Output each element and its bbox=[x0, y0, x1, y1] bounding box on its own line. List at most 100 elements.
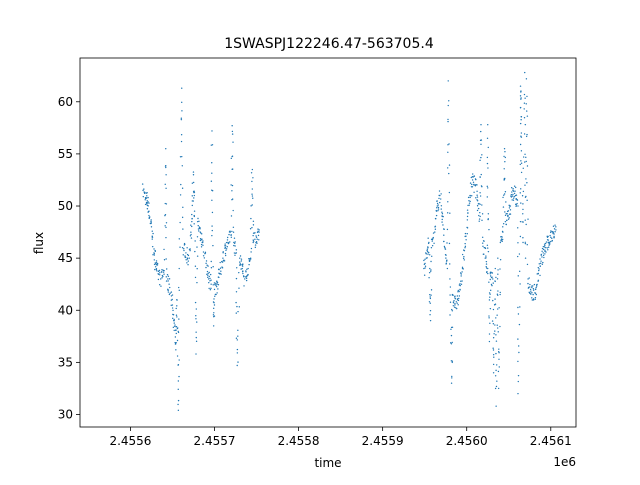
data-point bbox=[460, 273, 462, 275]
data-point bbox=[495, 405, 497, 407]
data-point bbox=[178, 318, 180, 320]
data-point bbox=[181, 165, 183, 167]
data-point bbox=[445, 254, 447, 256]
data-point bbox=[441, 215, 443, 217]
data-point bbox=[497, 327, 499, 329]
data-point bbox=[218, 276, 220, 279]
data-point bbox=[500, 238, 503, 240]
data-point bbox=[551, 230, 553, 233]
data-point bbox=[171, 307, 174, 309]
data-point bbox=[179, 156, 182, 158]
data-point bbox=[503, 147, 506, 150]
data-point bbox=[543, 246, 546, 248]
data-point bbox=[190, 224, 192, 226]
data-point bbox=[217, 268, 220, 271]
data-point bbox=[171, 304, 174, 306]
data-point bbox=[486, 156, 489, 159]
data-point bbox=[175, 326, 177, 328]
data-point bbox=[552, 225, 555, 227]
data-point bbox=[195, 336, 197, 339]
data-point bbox=[535, 286, 537, 289]
data-point bbox=[442, 224, 444, 226]
data-point bbox=[239, 261, 241, 263]
data-point bbox=[501, 238, 504, 241]
data-point bbox=[497, 290, 499, 292]
data-point bbox=[511, 199, 513, 201]
data-point bbox=[523, 108, 525, 110]
data-point bbox=[485, 255, 487, 257]
data-point bbox=[231, 133, 234, 135]
data-point bbox=[168, 283, 170, 285]
data-point bbox=[214, 293, 217, 296]
data-point bbox=[555, 226, 557, 228]
data-point bbox=[517, 380, 519, 383]
data-point bbox=[196, 281, 198, 284]
plot-frame bbox=[79, 57, 577, 428]
data-point bbox=[152, 254, 154, 256]
data-point bbox=[468, 202, 471, 204]
data-point bbox=[435, 209, 437, 212]
data-point bbox=[160, 285, 162, 287]
data-point bbox=[487, 267, 489, 270]
data-point bbox=[165, 147, 167, 150]
data-point bbox=[243, 275, 245, 278]
data-point bbox=[448, 143, 450, 145]
data-point bbox=[554, 231, 556, 233]
data-point bbox=[165, 203, 168, 205]
data-point bbox=[230, 184, 232, 186]
data-point bbox=[209, 280, 211, 282]
data-point bbox=[210, 260, 212, 263]
data-point bbox=[520, 202, 522, 204]
data-point bbox=[486, 196, 488, 198]
data-point bbox=[459, 289, 461, 291]
data-point bbox=[444, 248, 446, 250]
data-point bbox=[550, 240, 552, 243]
data-point bbox=[206, 273, 208, 276]
data-point bbox=[469, 196, 471, 199]
data-point bbox=[546, 247, 549, 249]
data-point bbox=[175, 307, 177, 310]
data-point bbox=[209, 273, 212, 276]
data-point bbox=[544, 249, 546, 252]
data-point bbox=[164, 213, 167, 216]
y-tick-label: 55 bbox=[58, 147, 73, 161]
data-point bbox=[214, 283, 216, 286]
data-point bbox=[515, 194, 518, 196]
data-point bbox=[185, 252, 187, 254]
data-point bbox=[440, 198, 442, 200]
data-point bbox=[221, 267, 224, 269]
data-point bbox=[436, 202, 439, 205]
data-point bbox=[480, 173, 482, 176]
data-point bbox=[506, 213, 508, 215]
data-point bbox=[192, 171, 195, 173]
data-point bbox=[185, 259, 187, 261]
data-point bbox=[449, 342, 452, 344]
data-point bbox=[424, 258, 426, 260]
data-point bbox=[519, 235, 522, 238]
data-point bbox=[175, 341, 177, 344]
data-point bbox=[213, 312, 215, 314]
data-point bbox=[429, 294, 431, 296]
data-point bbox=[193, 210, 196, 212]
data-point bbox=[488, 317, 490, 319]
data-point bbox=[231, 125, 233, 127]
data-point bbox=[164, 165, 167, 167]
data-point bbox=[491, 272, 494, 274]
data-point bbox=[426, 248, 429, 250]
data-point bbox=[473, 191, 475, 194]
data-point bbox=[158, 269, 161, 272]
data-point bbox=[430, 270, 432, 272]
data-point bbox=[205, 262, 207, 265]
data-point bbox=[245, 277, 248, 280]
data-point bbox=[438, 190, 441, 192]
data-point bbox=[447, 104, 449, 107]
data-point bbox=[542, 252, 544, 254]
data-point bbox=[450, 328, 452, 330]
data-point bbox=[235, 337, 238, 339]
data-point bbox=[468, 204, 470, 206]
data-point bbox=[180, 118, 183, 121]
data-point bbox=[524, 153, 526, 156]
data-point bbox=[526, 133, 528, 136]
data-point bbox=[529, 288, 532, 291]
data-point bbox=[230, 234, 232, 237]
